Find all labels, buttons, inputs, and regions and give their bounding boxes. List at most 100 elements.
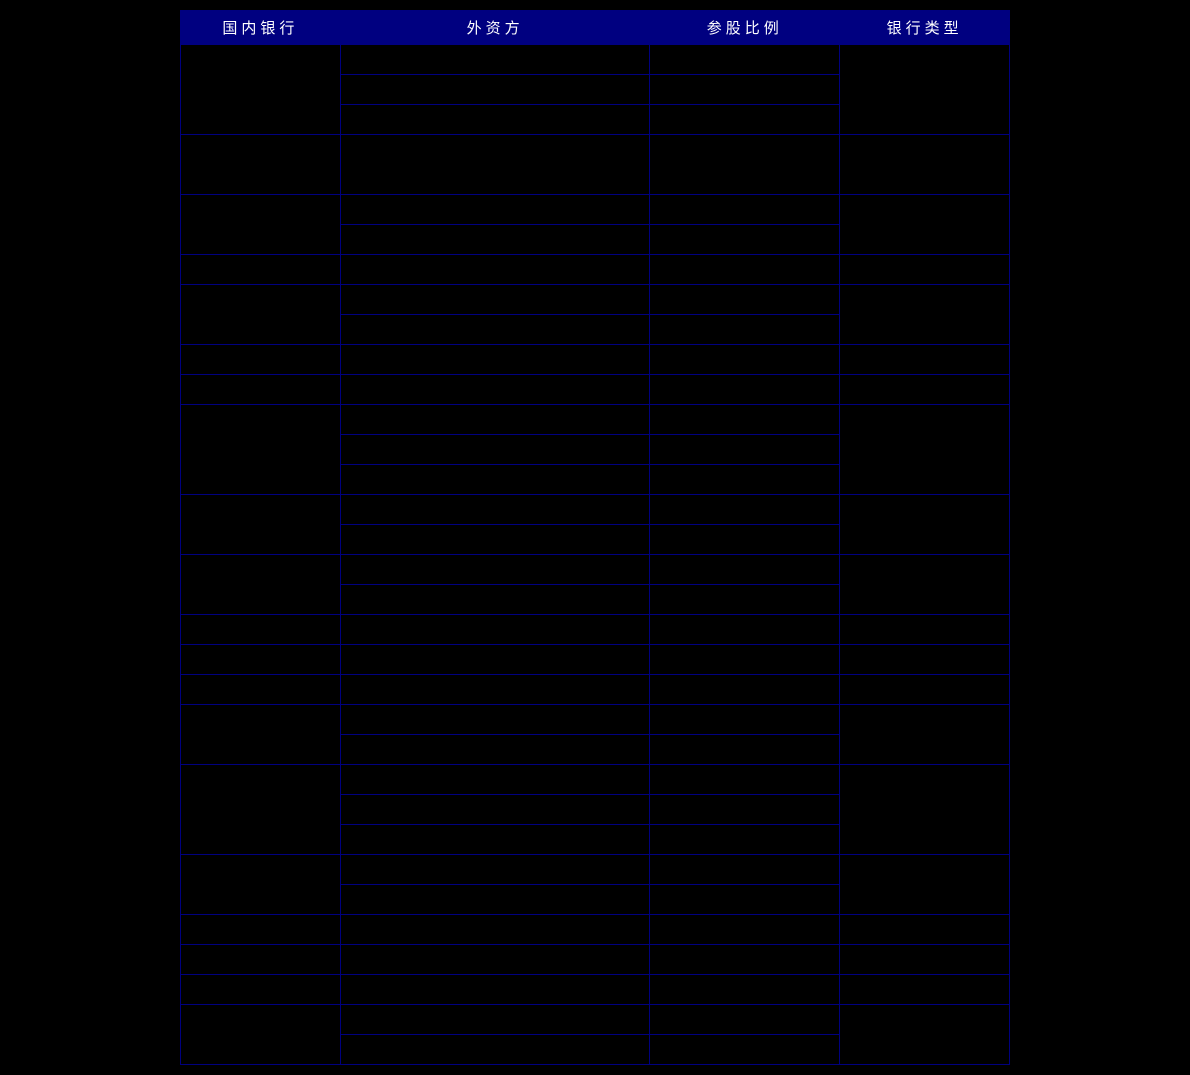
cell-ratio: [650, 345, 840, 375]
cell-bank: [181, 405, 341, 495]
cell-ratio: [650, 795, 840, 825]
cell-type: [840, 135, 1010, 195]
cell-type: [840, 1005, 1010, 1065]
cell-bank: [181, 615, 341, 645]
cell-foreign: [340, 405, 650, 435]
cell-type: [840, 705, 1010, 765]
cell-foreign: [340, 45, 650, 75]
table-row: [181, 285, 1010, 315]
table-row: [181, 45, 1010, 75]
cell-type: [840, 615, 1010, 645]
table-row: [181, 975, 1010, 1005]
table-row: [181, 645, 1010, 675]
table-row: [181, 945, 1010, 975]
cell-type: [840, 855, 1010, 915]
cell-ratio: [650, 195, 840, 225]
cell-foreign: [340, 945, 650, 975]
cell-foreign: [340, 645, 650, 675]
cell-type: [840, 555, 1010, 615]
cell-ratio: [650, 495, 840, 525]
cell-type: [840, 375, 1010, 405]
table-header: 国内银行 外资方 参股比例 银行类型: [181, 11, 1010, 45]
cell-foreign: [340, 705, 650, 735]
cell-bank: [181, 345, 341, 375]
cell-type: [840, 975, 1010, 1005]
cell-foreign: [340, 735, 650, 765]
cell-foreign: [340, 345, 650, 375]
cell-ratio: [650, 45, 840, 75]
col-header-foreign: 外资方: [340, 11, 650, 45]
cell-bank: [181, 495, 341, 555]
cell-ratio: [650, 105, 840, 135]
cell-foreign: [340, 975, 650, 1005]
cell-ratio: [650, 915, 840, 945]
cell-type: [840, 915, 1010, 945]
cell-ratio: [650, 675, 840, 705]
table-row: [181, 765, 1010, 795]
header-row: 国内银行 外资方 参股比例 银行类型: [181, 11, 1010, 45]
cell-type: [840, 645, 1010, 675]
cell-foreign: [340, 525, 650, 555]
cell-foreign: [340, 465, 650, 495]
cell-ratio: [650, 885, 840, 915]
cell-ratio: [650, 1035, 840, 1065]
cell-ratio: [650, 135, 840, 195]
cell-foreign: [340, 255, 650, 285]
table-row: [181, 675, 1010, 705]
cell-bank: [181, 645, 341, 675]
cell-foreign: [340, 375, 650, 405]
cell-foreign: [340, 675, 650, 705]
banks-table: 国内银行 外资方 参股比例 银行类型: [180, 10, 1010, 1065]
cell-foreign: [340, 825, 650, 855]
cell-ratio: [650, 1005, 840, 1035]
table-row: [181, 195, 1010, 225]
cell-bank: [181, 675, 341, 705]
cell-foreign: [340, 435, 650, 465]
cell-bank: [181, 555, 341, 615]
cell-type: [840, 195, 1010, 255]
cell-ratio: [650, 855, 840, 885]
table-row: [181, 555, 1010, 585]
cell-foreign: [340, 795, 650, 825]
cell-ratio: [650, 945, 840, 975]
cell-bank: [181, 945, 341, 975]
cell-foreign: [340, 285, 650, 315]
cell-bank: [181, 195, 341, 255]
cell-bank: [181, 975, 341, 1005]
table-row: [181, 375, 1010, 405]
cell-foreign: [340, 135, 650, 195]
cell-type: [840, 765, 1010, 855]
cell-ratio: [650, 435, 840, 465]
table-row: [181, 345, 1010, 375]
cell-foreign: [340, 855, 650, 885]
cell-ratio: [650, 375, 840, 405]
cell-ratio: [650, 705, 840, 735]
cell-foreign: [340, 495, 650, 525]
table-row: [181, 495, 1010, 525]
cell-foreign: [340, 765, 650, 795]
cell-ratio: [650, 465, 840, 495]
cell-foreign: [340, 225, 650, 255]
cell-bank: [181, 375, 341, 405]
cell-foreign: [340, 615, 650, 645]
cell-foreign: [340, 1005, 650, 1035]
cell-foreign: [340, 195, 650, 225]
cell-ratio: [650, 525, 840, 555]
cell-bank: [181, 855, 341, 915]
cell-ratio: [650, 975, 840, 1005]
cell-ratio: [650, 765, 840, 795]
table-row: [181, 615, 1010, 645]
cell-type: [840, 255, 1010, 285]
cell-ratio: [650, 585, 840, 615]
cell-bank: [181, 1005, 341, 1065]
cell-type: [840, 945, 1010, 975]
cell-ratio: [650, 315, 840, 345]
cell-type: [840, 45, 1010, 135]
cell-bank: [181, 285, 341, 345]
cell-bank: [181, 135, 341, 195]
table-row: [181, 135, 1010, 195]
cell-ratio: [650, 645, 840, 675]
cell-foreign: [340, 915, 650, 945]
cell-foreign: [340, 1035, 650, 1065]
cell-ratio: [650, 75, 840, 105]
